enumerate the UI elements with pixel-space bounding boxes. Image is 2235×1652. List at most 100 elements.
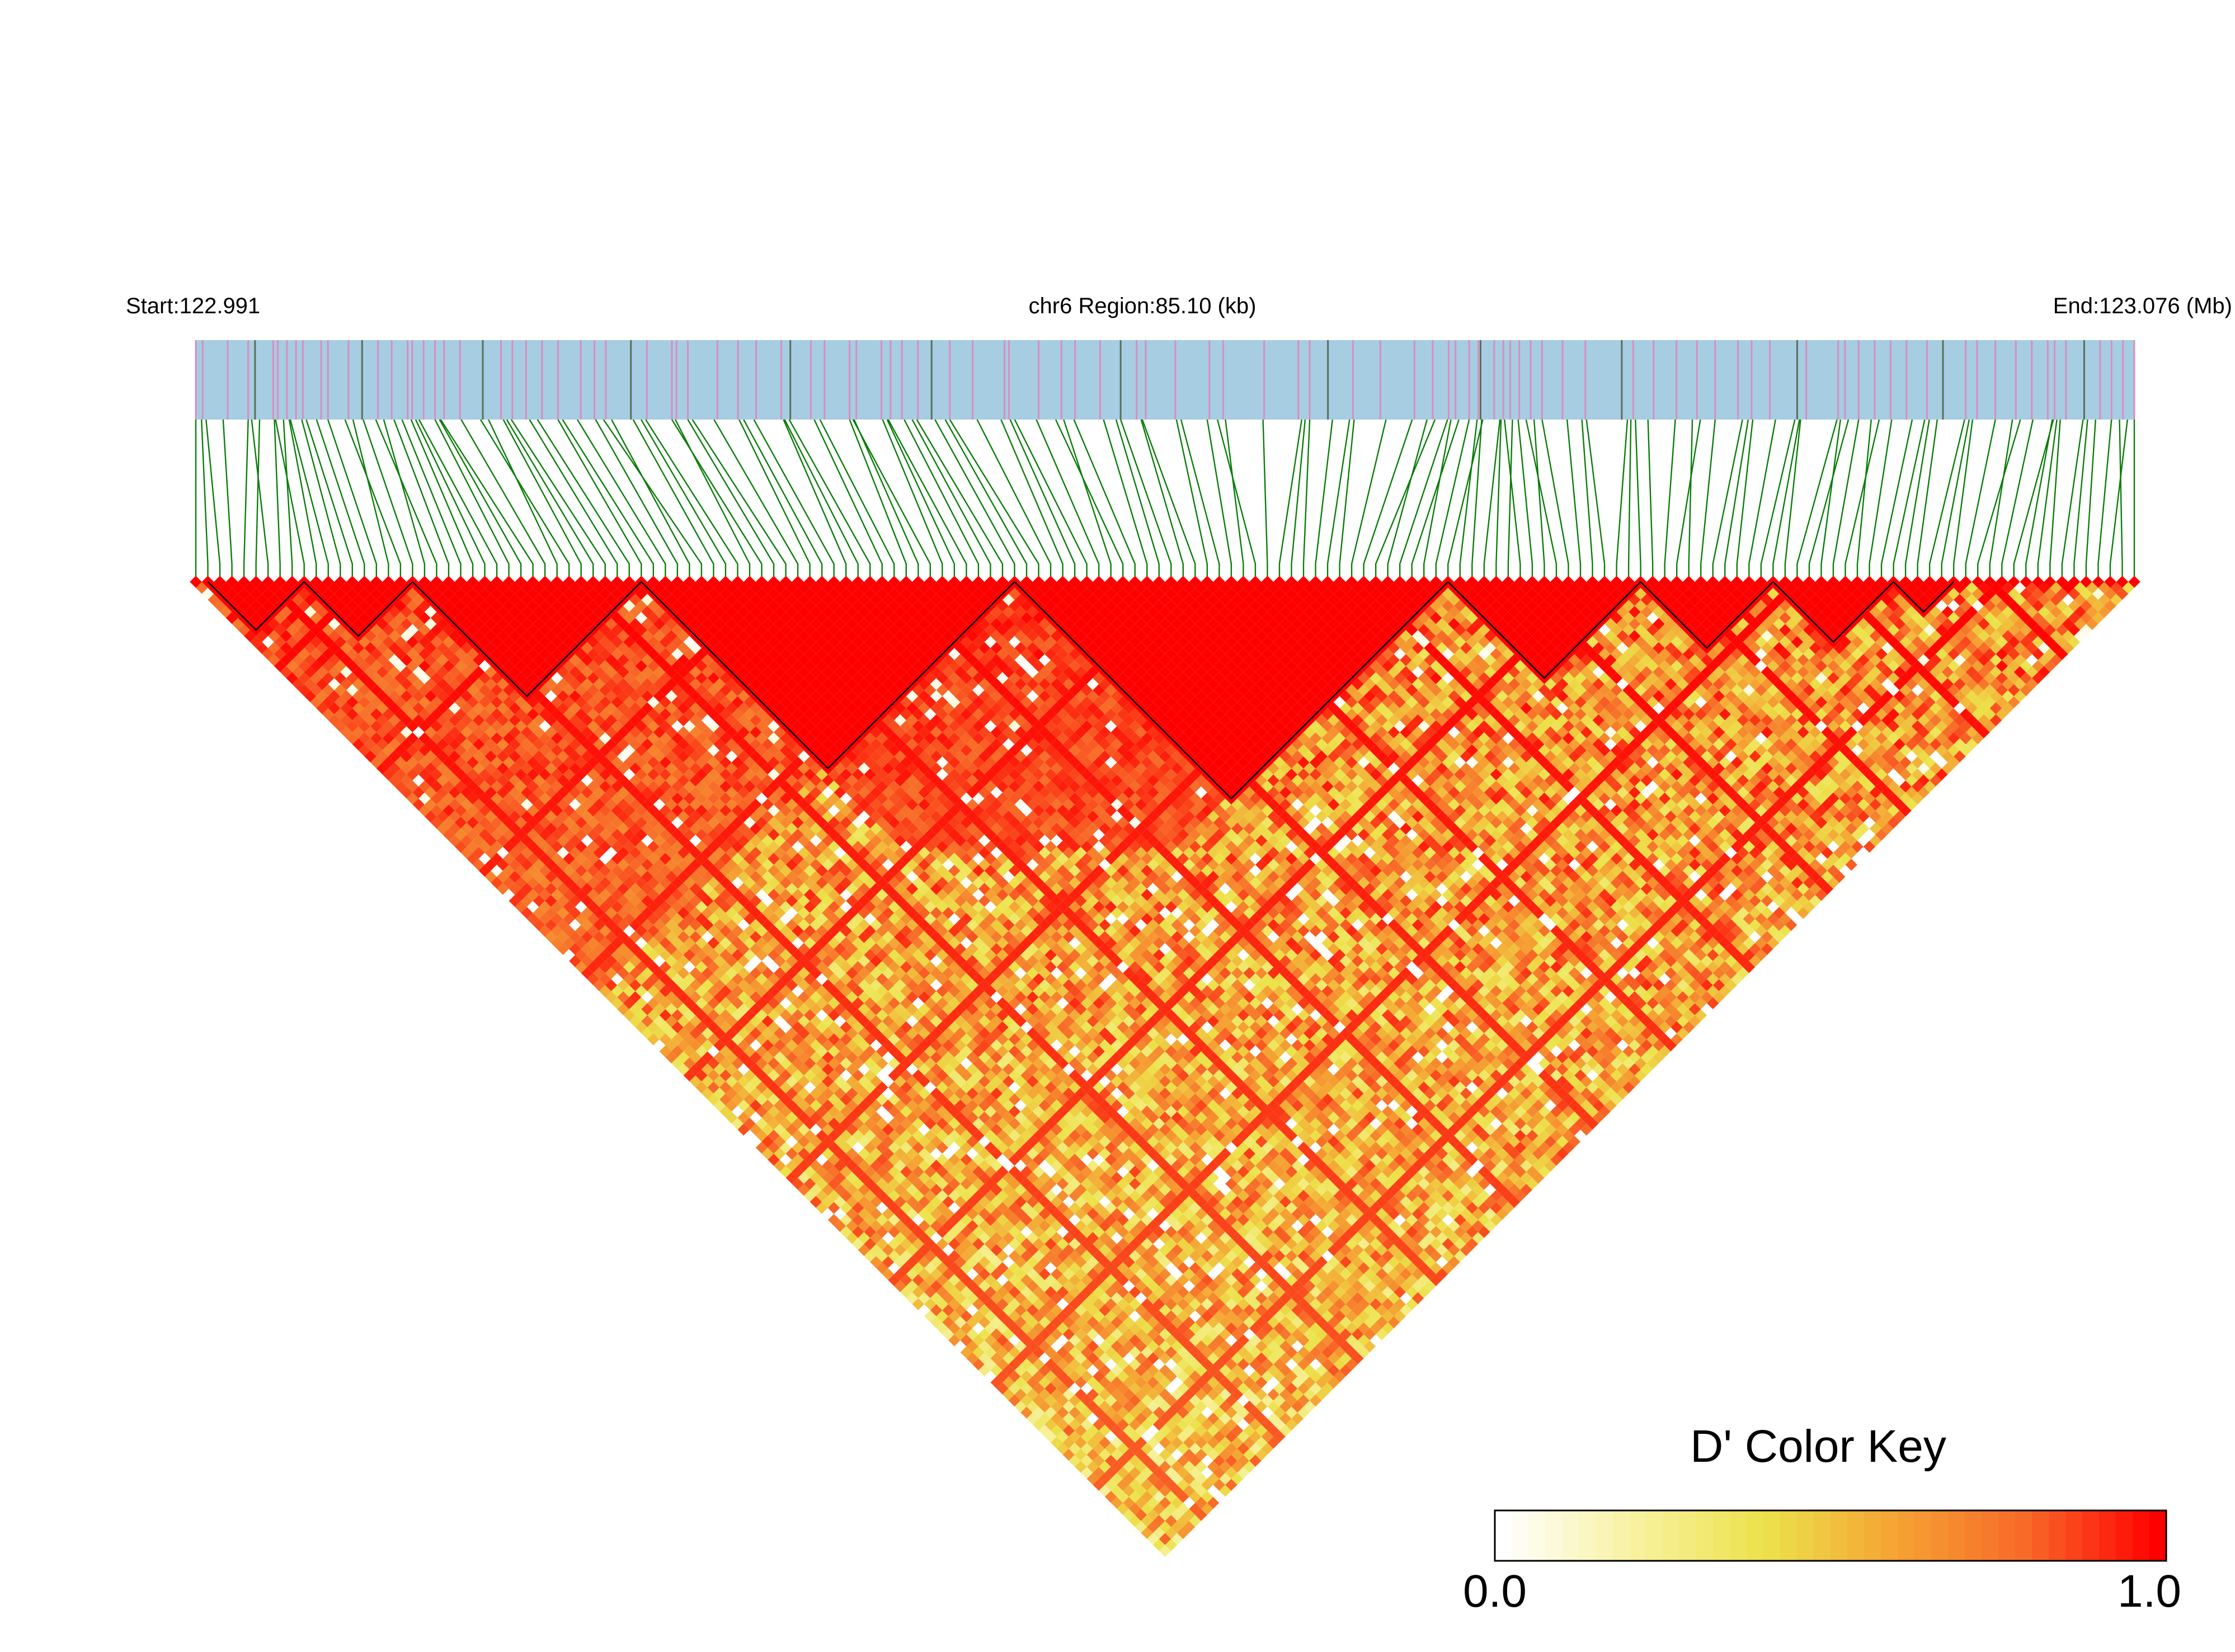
ld-cell: [996, 1370, 1009, 1383]
ld-cell: [382, 756, 395, 769]
ld-cell: [304, 630, 317, 642]
ld-cell: [635, 1009, 648, 1022]
snp-connector: [2097, 419, 2112, 576]
ld-cell: [322, 684, 335, 696]
ld-cell: [1038, 1376, 1051, 1389]
ld-cell: [244, 630, 256, 642]
ld-cell: [768, 1117, 780, 1130]
ld-cell: [876, 1189, 888, 1202]
ld-cell: [834, 1160, 846, 1172]
ld-cell: [888, 1262, 901, 1274]
ld-cell: [232, 594, 244, 606]
ld-cell: [521, 895, 533, 907]
ld-cell: [942, 1304, 954, 1316]
ld-cell: [502, 888, 515, 901]
ld-cell: [412, 726, 425, 738]
ld-cell: [924, 1286, 937, 1298]
ld-cell: [870, 1147, 882, 1160]
snp-connector: [1055, 419, 1124, 576]
ld-cell: [659, 949, 672, 961]
snp-connector: [1063, 419, 1112, 576]
ld-cell: [322, 660, 335, 672]
snp-connector: [401, 419, 462, 576]
ld-cell: [851, 1189, 864, 1202]
ld-cell: [400, 750, 413, 763]
ld-cell: [467, 829, 479, 841]
ld-cell: [888, 1226, 901, 1238]
ld-cell: [1002, 1376, 1015, 1389]
ld-cell: [292, 642, 304, 655]
ld-cell: [550, 912, 563, 925]
ld-cell: [364, 702, 377, 714]
ld-cell: [430, 780, 443, 793]
ld-cell: [515, 864, 527, 877]
ld-cell: [1008, 1322, 1021, 1335]
snp-connector: [1989, 419, 2013, 576]
ld-cell: [665, 1027, 677, 1039]
ld-cell: [1117, 1466, 1129, 1479]
ld-cell: [641, 967, 653, 980]
ld-cell: [864, 1189, 876, 1202]
ld-cell: [593, 931, 605, 943]
ld-cell: [316, 654, 328, 666]
ld-cell: [1044, 1406, 1057, 1419]
gene-track-bar: [196, 340, 2134, 420]
ld-cell: [1123, 1485, 1135, 1497]
ld-cell: [418, 768, 431, 781]
ld-cell: [1123, 1424, 1135, 1437]
ld-cell: [370, 672, 383, 684]
ld-cell: [912, 1262, 925, 1274]
ld-cell: [268, 594, 280, 606]
snp-connector: [1363, 419, 1413, 576]
ld-cell: [924, 1250, 937, 1262]
ld-cell: [611, 936, 624, 949]
ld-cell: [334, 684, 347, 696]
ld-cell: [448, 822, 461, 835]
ld-cell: [1080, 1418, 1093, 1431]
ld-cell: [755, 1141, 768, 1154]
ld-cell: [526, 864, 539, 877]
ld-cell: [960, 1298, 973, 1311]
ld-cell: [768, 1105, 780, 1118]
ld-cell: [779, 1081, 792, 1094]
ld-cell: [509, 798, 521, 811]
ld-cell: [322, 611, 335, 624]
ld-cell: [1075, 1448, 1087, 1461]
ld-cell: [473, 810, 485, 823]
ld-cell: [876, 1237, 888, 1250]
ld-cell: [641, 1003, 653, 1015]
ld-cell: [744, 1081, 756, 1094]
snp-connector: [1351, 419, 1387, 576]
ld-cell: [972, 1322, 985, 1335]
ld-cell: [1032, 1322, 1045, 1335]
ld-cell: [677, 1039, 690, 1052]
ld-cell: [851, 1178, 864, 1190]
ld-cell: [713, 1099, 726, 1112]
ld-cell: [515, 792, 527, 805]
ld-cell: [785, 1160, 798, 1172]
ld-cell: [1027, 1413, 1039, 1425]
ld-cell: [858, 1244, 871, 1256]
ld-cell: [629, 1015, 642, 1028]
ld-cell: [454, 804, 467, 817]
ld-cell: [346, 696, 359, 708]
ld-cell: [870, 1256, 882, 1268]
ld-cell: [539, 877, 551, 889]
ld-cell: [298, 587, 310, 600]
ld-cell: [1117, 1479, 1129, 1491]
ld-cell: [816, 1178, 828, 1190]
ld-cell: [406, 708, 419, 721]
snp-connector: [205, 419, 221, 576]
ld-cell: [436, 810, 449, 823]
ld-cell: [593, 979, 605, 991]
ld-cell: [785, 1136, 798, 1148]
ld-cell: [394, 756, 407, 769]
ld-cell: [509, 859, 521, 871]
ld-cell: [803, 1189, 816, 1202]
ld-cell: [659, 961, 672, 973]
ld-cell: [358, 648, 371, 660]
ld-cell: [502, 829, 515, 841]
ld-cell: [719, 1081, 732, 1094]
ld-cell: [1044, 1358, 1057, 1371]
ld-cell: [310, 684, 322, 696]
